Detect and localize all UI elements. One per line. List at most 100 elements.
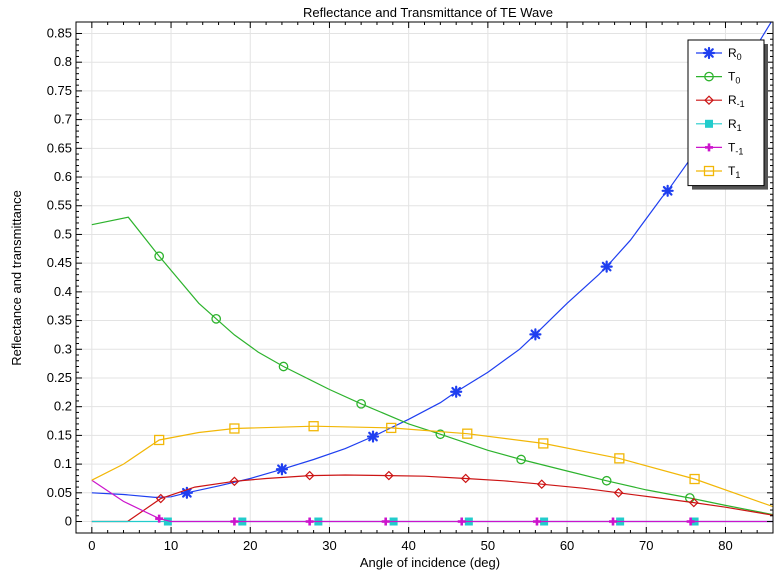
legend-label-sub: 1: [735, 170, 740, 180]
legend-label-main: T: [728, 70, 736, 84]
series-R0: [91, 22, 772, 499]
legend-label: T-1: [728, 140, 743, 156]
x-tick-label: 60: [560, 538, 574, 553]
x-tick-label: 40: [401, 538, 415, 553]
plus-marker: [155, 514, 164, 523]
y-tick-label: 0.5: [54, 226, 72, 241]
plus-marker: [686, 517, 695, 526]
diamond-marker: [704, 95, 714, 106]
x-tick-label: 30: [322, 538, 336, 553]
plot-series: [91, 22, 773, 526]
square-marker: [689, 473, 700, 485]
circle-marker: [356, 398, 366, 409]
y-tick-label: 0.55: [47, 198, 72, 213]
legend-label: T0: [728, 70, 740, 86]
circle-marker: [435, 429, 446, 440]
diamond-marker: [460, 473, 471, 484]
legend-label: T1: [728, 164, 740, 180]
legend-item-R-1: R-1: [696, 93, 745, 109]
series-line: [91, 425, 773, 508]
x-tick-label: 50: [481, 538, 495, 553]
y-tick-label: 0.35: [47, 313, 72, 328]
legend-item-R0: R0: [696, 46, 742, 62]
square-marker: [229, 423, 240, 434]
diamond-marker: [536, 479, 547, 490]
y-tick-label: 0.85: [47, 25, 72, 40]
x-tick-label: 10: [164, 538, 178, 553]
diamond-marker: [384, 470, 394, 481]
legend-item-T0: T0: [696, 70, 740, 86]
circle-marker: [211, 313, 222, 324]
asterisk-marker: [366, 430, 380, 443]
y-tick-label: 0.25: [47, 370, 72, 385]
y-tick-label: 0.6: [54, 169, 72, 184]
legend-label-sub: -1: [735, 146, 743, 156]
square-marker: [462, 428, 473, 439]
series-line: [91, 479, 773, 523]
circle-marker: [516, 454, 526, 465]
y-tick-label: 0.3: [54, 341, 72, 356]
circle-marker: [278, 361, 289, 372]
y-tick-label: 0.65: [47, 140, 72, 155]
circle-marker: [154, 251, 165, 262]
legend-item-R1: R1: [696, 117, 742, 133]
legend-label-main: R: [728, 93, 737, 107]
square-marker: [703, 165, 715, 177]
y-tick-label: 0.7: [54, 112, 72, 127]
x-tick-label: 20: [243, 538, 257, 553]
plus-marker: [230, 517, 239, 526]
plus-marker: [381, 517, 390, 526]
y-tick-label: 0.05: [47, 485, 72, 500]
legend-label: R0: [728, 46, 742, 62]
asterisk-marker: [702, 46, 716, 60]
y-tick-label: 0.1: [54, 456, 72, 471]
legend-label-sub: 0: [737, 52, 742, 62]
plus-marker: [457, 517, 466, 526]
y-tick-label: 0.2: [54, 399, 72, 414]
x-tick-label: 80: [718, 538, 732, 553]
square-marker: [705, 119, 713, 128]
legend-label-main: R: [728, 46, 737, 60]
circle-marker: [601, 475, 612, 486]
grid: [76, 22, 773, 533]
y-tick-label: 0.8: [54, 54, 72, 69]
plus-marker: [609, 517, 618, 526]
y-tick-label: 0.75: [47, 83, 72, 98]
square-marker: [614, 453, 625, 464]
series-T-1: [91, 479, 773, 526]
chart-title: Reflectance and Transmittance of TE Wave: [303, 5, 553, 20]
x-tick-label: 0: [88, 538, 95, 553]
series-T0: [91, 216, 773, 516]
plot-frame: [75, 21, 774, 534]
series-line: [91, 216, 773, 516]
plus-marker: [532, 517, 541, 526]
diamond-marker: [304, 470, 315, 481]
series-line: [91, 474, 773, 523]
y-tick-label: 0.15: [47, 427, 72, 442]
legend-label-main: T: [728, 140, 736, 154]
axes: 0 10 20 30 40 50 60 70 8000.050.10.150.20.250.30…: [47, 21, 774, 553]
asterisk-marker: [661, 184, 674, 197]
legend-label: R1: [728, 117, 742, 133]
square-marker: [386, 422, 397, 434]
y-tick-label: 0: [65, 514, 72, 529]
legend-item-T-1: T-1: [696, 140, 743, 156]
legend-label-sub: 0: [735, 76, 740, 86]
y-tick-label: 0.4: [54, 284, 72, 299]
legend-label-main: T: [728, 164, 736, 178]
asterisk-marker: [450, 385, 463, 398]
series-T1: [91, 421, 773, 508]
diamond-marker: [229, 476, 240, 487]
x-tick-label: 70: [639, 538, 653, 553]
circle-marker: [704, 71, 714, 82]
asterisk-marker: [600, 260, 613, 273]
legend-item-T1: T1: [696, 164, 740, 180]
plus-marker: [705, 143, 713, 152]
diamond-marker: [688, 497, 699, 508]
diamond-marker: [613, 487, 624, 498]
diamond-marker: [155, 493, 166, 504]
legend-label-sub: -1: [737, 99, 745, 109]
legend-label-sub: 1: [737, 123, 742, 133]
